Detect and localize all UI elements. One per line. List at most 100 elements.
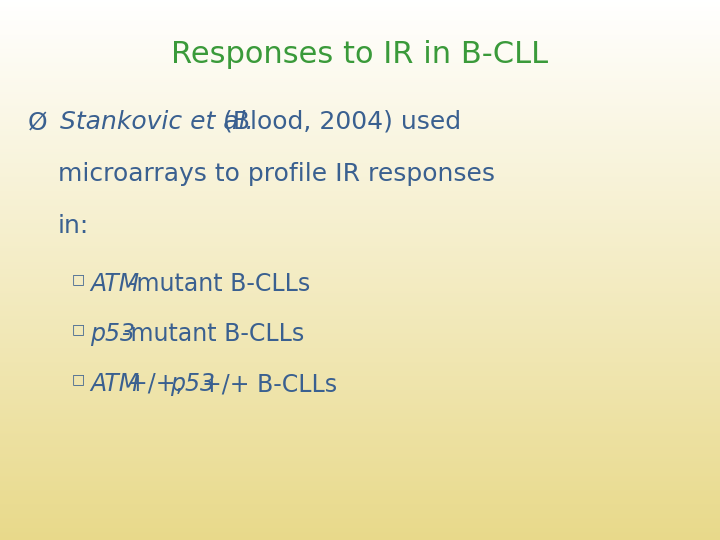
- Bar: [0, 489, 720, 490]
- Bar: [0, 453, 720, 454]
- Bar: [0, 356, 720, 357]
- Bar: [0, 132, 720, 133]
- Bar: [0, 294, 720, 295]
- Bar: [0, 169, 720, 170]
- Bar: [0, 352, 720, 353]
- Bar: [0, 365, 720, 366]
- Bar: [0, 392, 720, 393]
- Bar: [0, 494, 720, 495]
- Bar: [0, 520, 720, 521]
- Bar: [0, 474, 720, 475]
- Bar: [0, 26, 720, 27]
- Bar: [0, 377, 720, 378]
- Bar: [0, 180, 720, 181]
- Bar: [0, 330, 720, 331]
- Bar: [0, 291, 720, 292]
- Bar: [0, 405, 720, 406]
- Bar: [0, 348, 720, 349]
- Bar: [0, 106, 720, 107]
- Bar: [0, 17, 720, 18]
- Bar: [0, 307, 720, 308]
- Bar: [0, 355, 720, 356]
- Bar: [0, 127, 720, 128]
- Bar: [0, 82, 720, 83]
- Bar: [0, 192, 720, 193]
- Text: in:: in:: [58, 214, 89, 238]
- Bar: [0, 530, 720, 531]
- Bar: [0, 438, 720, 439]
- Bar: [0, 143, 720, 144]
- Bar: [0, 514, 720, 515]
- Bar: [0, 168, 720, 169]
- Bar: [0, 170, 720, 171]
- Bar: [0, 428, 720, 429]
- Bar: [0, 52, 720, 53]
- Bar: [0, 101, 720, 102]
- Bar: [0, 399, 720, 400]
- Bar: [0, 99, 720, 100]
- Bar: [0, 227, 720, 228]
- Bar: [0, 66, 720, 67]
- Bar: [0, 195, 720, 196]
- Bar: [0, 207, 720, 208]
- Bar: [0, 289, 720, 290]
- Bar: [0, 527, 720, 528]
- Bar: [0, 260, 720, 261]
- Bar: [0, 455, 720, 456]
- Bar: [0, 425, 720, 426]
- Bar: [0, 430, 720, 431]
- Text: (Blood, 2004) used: (Blood, 2004) used: [223, 110, 461, 134]
- Bar: [0, 502, 720, 503]
- Bar: [0, 240, 720, 241]
- Bar: [0, 212, 720, 213]
- Bar: [0, 529, 720, 530]
- Bar: [0, 134, 720, 135]
- Bar: [0, 509, 720, 510]
- Bar: [0, 36, 720, 37]
- Bar: [0, 452, 720, 453]
- Bar: [0, 473, 720, 474]
- Bar: [0, 74, 720, 75]
- Bar: [0, 165, 720, 166]
- Bar: [0, 420, 720, 421]
- Bar: [0, 98, 720, 99]
- Bar: [0, 504, 720, 505]
- Bar: [0, 71, 720, 72]
- Bar: [0, 89, 720, 90]
- Bar: [0, 395, 720, 396]
- Bar: [0, 533, 720, 534]
- Bar: [0, 477, 720, 478]
- Bar: [0, 201, 720, 202]
- Bar: [0, 184, 720, 185]
- Bar: [0, 151, 720, 152]
- Bar: [0, 137, 720, 138]
- Bar: [0, 426, 720, 427]
- Bar: [0, 412, 720, 413]
- Bar: [0, 320, 720, 321]
- Bar: [0, 121, 720, 122]
- Bar: [0, 196, 720, 197]
- Bar: [0, 470, 720, 471]
- Bar: [0, 327, 720, 328]
- Bar: [0, 178, 720, 179]
- Bar: [0, 507, 720, 508]
- Bar: [0, 515, 720, 516]
- Text: Ø: Ø: [28, 110, 48, 134]
- Bar: [0, 176, 720, 177]
- Bar: [0, 78, 720, 79]
- Bar: [0, 55, 720, 56]
- Bar: [0, 480, 720, 481]
- Bar: [0, 112, 720, 113]
- Bar: [0, 539, 720, 540]
- Bar: [0, 58, 720, 59]
- Bar: [0, 202, 720, 203]
- Text: ATM: ATM: [90, 372, 139, 396]
- Bar: [0, 155, 720, 156]
- Bar: [0, 131, 720, 132]
- Bar: [0, 42, 720, 43]
- Bar: [0, 367, 720, 368]
- Bar: [0, 231, 720, 232]
- Bar: [0, 203, 720, 204]
- Bar: [0, 476, 720, 477]
- Bar: [0, 198, 720, 199]
